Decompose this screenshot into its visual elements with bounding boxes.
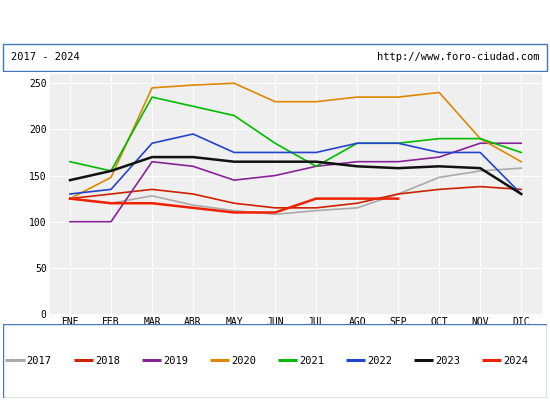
Text: 2022: 2022	[367, 356, 392, 366]
Text: 2017 - 2024: 2017 - 2024	[11, 52, 80, 62]
Text: 2023: 2023	[435, 356, 460, 366]
FancyBboxPatch shape	[3, 44, 547, 70]
Text: http://www.foro-ciudad.com: http://www.foro-ciudad.com	[377, 52, 539, 62]
Text: 2020: 2020	[231, 356, 256, 366]
Text: 2021: 2021	[299, 356, 324, 366]
Text: Evolucion del paro registrado en Castellar: Evolucion del paro registrado en Castell…	[99, 14, 451, 28]
FancyBboxPatch shape	[3, 324, 547, 398]
Text: 2019: 2019	[163, 356, 188, 366]
Text: 2024: 2024	[503, 356, 528, 366]
Text: 2017: 2017	[27, 356, 52, 366]
Text: 2018: 2018	[95, 356, 120, 366]
